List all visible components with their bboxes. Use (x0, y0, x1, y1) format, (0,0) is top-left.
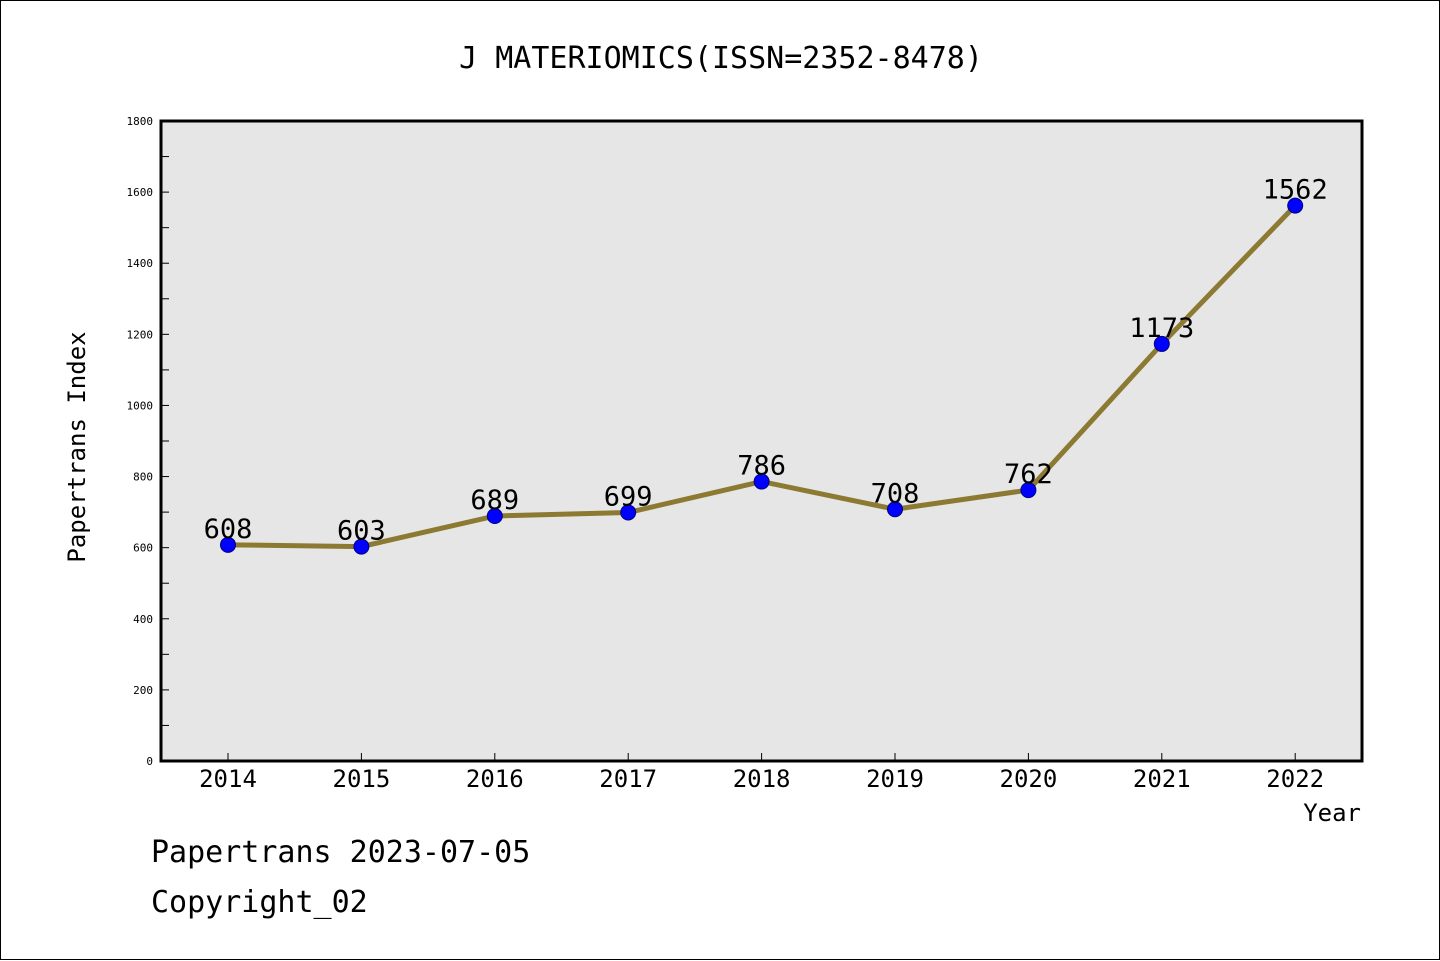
data-label: 708 (871, 478, 920, 509)
data-point (1153, 335, 1170, 352)
data-label: 1173 (1129, 313, 1194, 344)
data-label: 1562 (1263, 175, 1328, 206)
data-point (753, 473, 770, 490)
y-tick-label: 1000 (127, 399, 154, 412)
data-label: 786 (737, 451, 786, 482)
data-labels-layer: 608 603 689 699 786 708 762 1173 1562 (204, 175, 1328, 547)
y-axis-title: Papertrans Index (63, 331, 91, 562)
x-tick-label: 2017 (599, 765, 657, 793)
x-axis: 2014 2015 2016 2017 2018 2019 2020 2021 2022 (199, 753, 1324, 793)
y-tick-label: 0 (146, 755, 153, 768)
data-label: 608 (204, 514, 253, 545)
y-tick-label: 800 (133, 471, 153, 484)
data-point (1020, 482, 1037, 499)
data-point (220, 536, 236, 553)
x-tick-label: 2019 (866, 765, 924, 793)
y-tick-label: 200 (133, 684, 153, 697)
x-axis-title: Year (1303, 799, 1361, 827)
data-point (620, 504, 637, 521)
plot-area (159, 119, 1364, 763)
data-label: 762 (1004, 459, 1053, 490)
data-point (353, 538, 370, 555)
data-point (887, 501, 903, 518)
data-label: 603 (337, 516, 386, 547)
data-point (486, 508, 503, 525)
series-layer (220, 197, 1304, 555)
y-tick-label: 1400 (127, 257, 154, 270)
y-tick-label: 1800 (127, 115, 154, 128)
x-tick-label: 2022 (1266, 765, 1324, 793)
x-tick-label: 2014 (199, 765, 257, 793)
y-tick-label: 1600 (127, 186, 154, 199)
x-tick-label: 2016 (466, 765, 524, 793)
y-tick-label: 600 (133, 542, 153, 555)
data-point (1287, 197, 1304, 214)
footer-copyright-line: Copyright_02 (151, 885, 368, 920)
x-tick-label: 2020 (1000, 765, 1058, 793)
y-axis: 0 200 400 600 800 1000 1200 1400 1600 1800 (127, 115, 169, 768)
data-label: 699 (604, 481, 653, 512)
chart-title: J MATERIOMICS(ISSN=2352-8478) (459, 41, 983, 76)
x-tick-label: 2018 (733, 765, 791, 793)
x-tick-label: 2021 (1133, 765, 1191, 793)
y-tick-label: 400 (133, 613, 153, 626)
footer-date-line: Papertrans 2023-07-05 (151, 835, 531, 870)
x-tick-label: 2015 (333, 765, 391, 793)
data-label: 689 (470, 485, 519, 516)
y-tick-label: 1200 (127, 328, 154, 341)
